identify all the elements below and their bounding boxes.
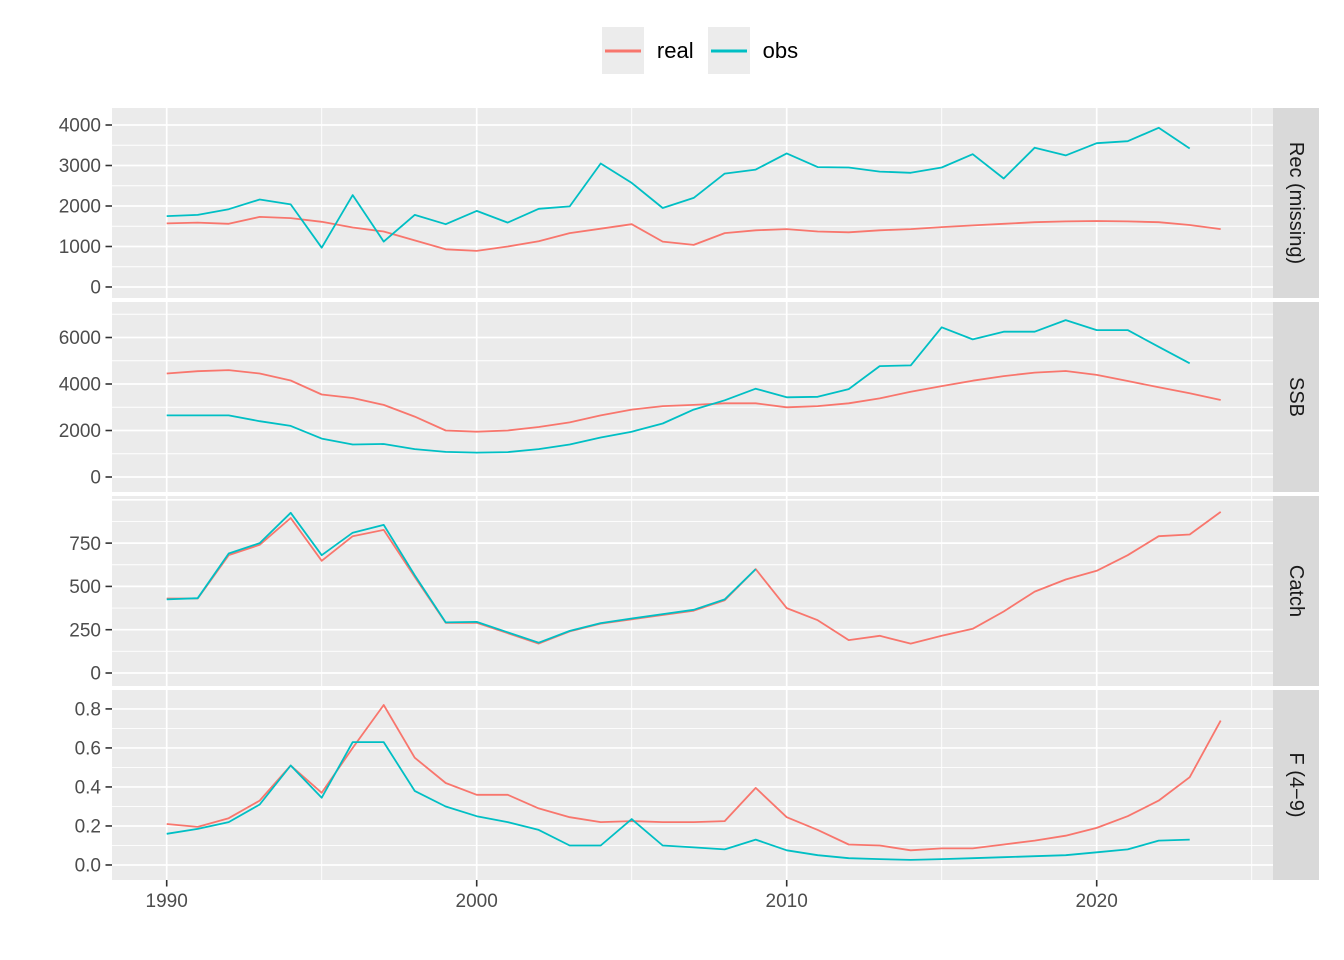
facet-strip-label-rec: Rec (missing) — [1285, 142, 1307, 264]
y-tick-label-ssb-0: 0 — [90, 468, 101, 489]
series-line-obs-rec — [166, 126, 1191, 249]
x-tick-label-2020: 2020 — [1076, 891, 1118, 912]
facet-strip-label-catch: Catch — [1285, 565, 1307, 617]
series-line-obs-f — [166, 741, 1190, 861]
y-tick-label-rec-4000: 4000 — [59, 116, 101, 137]
y-tick-label-f-0.4: 0.4 — [75, 778, 102, 799]
series-line-obs-ssb — [166, 319, 1191, 454]
y-tick-label-catch-750: 750 — [69, 534, 101, 555]
x-tick-label-2010: 2010 — [766, 891, 808, 912]
facet-strip-rec — [1273, 108, 1319, 298]
y-tick-label-ssb-6000: 6000 — [59, 328, 101, 349]
series-line-obs-catch — [166, 511, 757, 644]
y-tick-label-f-0.8: 0.8 — [75, 700, 101, 721]
facet-strip-catch — [1273, 496, 1319, 686]
legend-line-real-icon — [604, 49, 641, 52]
y-tick-label-f-0.6: 0.6 — [75, 739, 101, 760]
panel-background-ssb — [112, 302, 1273, 492]
facet-panel-rec: 4000 3000 2000 1000 0 Rec (missing) — [59, 108, 1319, 299]
y-tick-label-rec-3000: 3000 — [59, 156, 101, 177]
series-line-real-ssb — [166, 369, 1221, 433]
legend-label-obs: obs — [762, 37, 799, 63]
y-tick-label-rec-0: 0 — [90, 278, 101, 299]
legend-label-real: real — [656, 37, 694, 63]
x-tick-label-1990: 1990 — [146, 891, 188, 912]
y-tick-label-ssb-4000: 4000 — [59, 375, 101, 396]
panel-background-f — [112, 690, 1273, 880]
y-tick-label-catch-250: 250 — [69, 620, 101, 641]
facet-strip-f — [1273, 690, 1319, 880]
y-tick-label-f-0.0: 0.0 — [75, 856, 101, 877]
y-tick-label-rec-1000: 1000 — [59, 237, 101, 258]
facet-strip-label-f: F (4−9) — [1285, 752, 1307, 817]
facet-strip-label-ssb: SSB — [1285, 377, 1307, 417]
series-line-real-rec — [166, 216, 1221, 252]
y-tick-label-catch-0: 0 — [90, 664, 101, 685]
x-tick-label-2000: 2000 — [456, 891, 498, 912]
facet-panel-catch: 750 500 250 0 Catch — [69, 496, 1319, 686]
legend-key-real — [601, 27, 644, 74]
y-tick-label-catch-500: 500 — [69, 577, 101, 598]
panel-background-catch — [112, 496, 1273, 686]
legend: real obs — [0, 27, 1344, 74]
y-tick-label-f-0.2: 0.2 — [75, 817, 101, 838]
legend-entry-real: real — [601, 27, 694, 74]
legend-entry-obs: obs — [707, 27, 799, 74]
legend-line-obs-icon — [710, 49, 747, 52]
facet-strip-ssb — [1273, 302, 1319, 492]
y-tick-label-ssb-2000: 2000 — [59, 421, 101, 442]
y-tick-label-rec-2000: 2000 — [59, 197, 101, 218]
facet-panel-f: 0.8 0.6 0.4 0.2 0.0 F (4−9) — [75, 690, 1319, 880]
series-line-real-f — [166, 704, 1222, 852]
facet-panel-ssb: 6000 4000 2000 0 SSB — [59, 302, 1319, 492]
legend-key-obs — [707, 27, 750, 74]
